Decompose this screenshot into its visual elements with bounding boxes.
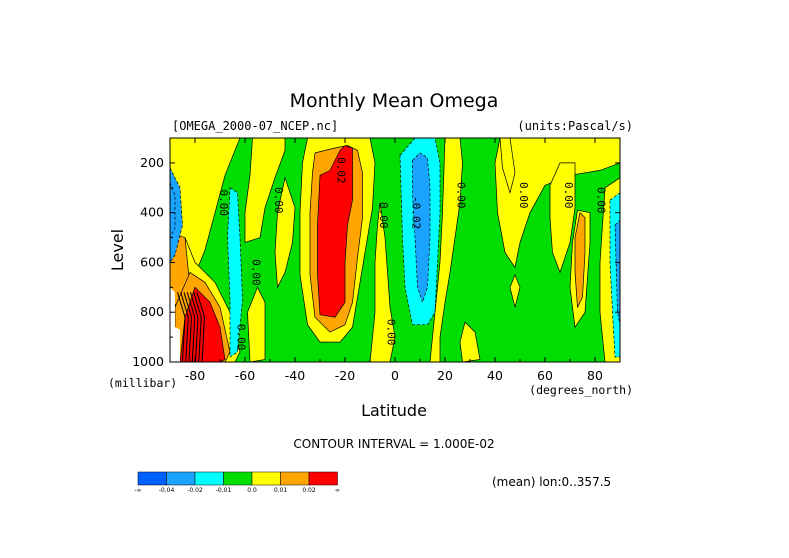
axes: -80 -60 -40 -20 0 20 40 60 80 200 400 600 800 1000	[132, 137, 621, 383]
chart-title: Monthly Mean Omega	[290, 90, 499, 112]
contour-region-blue	[412, 152, 431, 304]
colorbar-swatch	[251, 471, 281, 486]
x-tick-label: 40	[487, 368, 503, 383]
contour-line	[190, 292, 199, 362]
plot-area	[170, 138, 620, 362]
colorbar: -∞ -0.04 -0.02 -0.01 0.0 0.01 0.02 ∞	[134, 471, 340, 494]
contour-region-yellow	[247, 286, 266, 362]
contour-label: 0.00	[250, 259, 263, 286]
colorbar-label: -0.01	[216, 487, 232, 494]
x-axis-units: (degrees_north)	[529, 383, 633, 397]
colorbar-label: 0.01	[274, 487, 288, 494]
contour-region-yellow	[494, 138, 620, 269]
contour-label: 0.02	[335, 157, 348, 184]
colorbar-swatch	[280, 471, 310, 486]
dataset-label: [OMEGA_2000-07_NCEP.nc]	[172, 119, 338, 133]
x-tick-label: -80	[185, 368, 205, 383]
contour-label: 0.00	[385, 319, 398, 346]
colorbar-label: -∞	[134, 487, 141, 494]
averaging-note: (mean) lon:0..357.5	[492, 475, 611, 489]
x-axis-label: Latitude	[361, 401, 427, 420]
contour-label: 0.00	[377, 202, 390, 229]
y-axis-units: (millibar)	[108, 376, 177, 390]
contour-region-yellow	[499, 138, 516, 195]
contour-region-yellow	[429, 138, 463, 362]
x-tick-label: -60	[235, 368, 255, 383]
contour-region-yellow	[244, 138, 286, 243]
contour-region-yellow	[274, 176, 296, 289]
colorbar-swatch	[223, 471, 253, 486]
x-tick-label: 80	[587, 368, 603, 383]
y-tick-label: 800	[140, 304, 164, 319]
contour-region-yellow	[509, 273, 521, 308]
contour-line	[183, 292, 193, 362]
contour-region-yellow	[369, 202, 396, 362]
x-tick-label: -20	[335, 368, 355, 383]
contour-label: 0.00	[235, 324, 248, 351]
colorbar-label: ∞	[335, 487, 340, 494]
colorbar-swatch	[166, 471, 196, 486]
units-label: (units:Pascal/s)	[517, 119, 633, 133]
contour-line	[186, 292, 196, 362]
contour-region-orange	[574, 211, 586, 309]
y-tick-label: 200	[140, 155, 164, 170]
contour-label: 0.00	[455, 182, 468, 209]
contour-line	[196, 292, 206, 362]
contour-label: 0.00	[217, 189, 230, 216]
colorbar-swatch	[308, 471, 338, 486]
contour-line	[180, 292, 189, 362]
contour-line	[177, 292, 186, 362]
colorbar-swatch	[194, 471, 224, 486]
contour-label: 0.00	[517, 182, 530, 209]
contour-region-cyan	[227, 187, 243, 358]
contour-region-red	[317, 145, 353, 318]
x-tick-label: -40	[285, 368, 305, 383]
contour-interval-text: CONTOUR INTERVAL = 1.000E-02	[293, 437, 494, 451]
x-tick-label: 0	[391, 368, 399, 383]
contour-label: 0.00	[562, 182, 575, 209]
contour-label: -0.02	[410, 196, 423, 229]
missing-data-region	[170, 287, 180, 362]
colorbar-label: 0.0	[247, 487, 257, 494]
x-tick-label: 20	[437, 368, 453, 383]
contour-region-yellow	[549, 162, 576, 274]
contour-label: 0.00	[272, 187, 285, 214]
y-tick-label: 1000	[132, 354, 164, 369]
y-tick-label: 400	[140, 205, 164, 220]
contour-region-yellow	[459, 321, 481, 362]
y-axis-label: Level	[108, 229, 127, 271]
contour-region-blue	[614, 219, 620, 325]
contour-labels: 0.00 0.00 0.02 0.00 -0.02 0.00 0.00 0.00 0.00 0.0…	[217, 157, 608, 350]
x-tick-label: 60	[537, 368, 553, 383]
y-tick-label: 600	[140, 254, 164, 269]
colorbar-label: -0.02	[187, 487, 203, 494]
colorbar-swatch	[137, 471, 167, 486]
contour-region-blue	[170, 182, 176, 238]
contour-label: 0.00	[595, 187, 608, 214]
colorbar-label: 0.02	[302, 487, 316, 494]
contour-line	[193, 292, 202, 362]
colorbar-label: -0.04	[159, 487, 175, 494]
